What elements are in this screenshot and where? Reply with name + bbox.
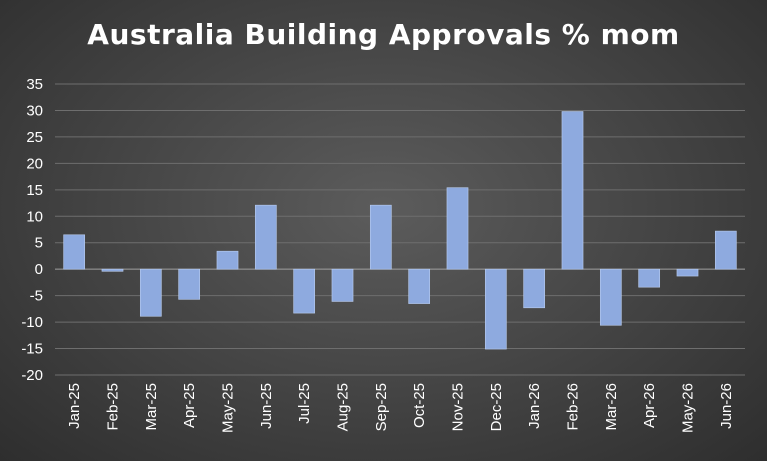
x-tick-label: Jun-26: [718, 383, 735, 429]
y-tick-label: 25: [26, 129, 43, 146]
y-tick-label: -15: [21, 341, 43, 358]
bar-mar-25: [139, 268, 162, 317]
bar-sep-25: [369, 204, 392, 270]
bar-mar-26: [599, 268, 622, 326]
bars: [63, 111, 737, 350]
x-tick-label: Apr-26: [641, 383, 658, 428]
bar-jan-25: [63, 234, 86, 270]
x-tick-label: Feb-26: [565, 383, 582, 431]
bar-feb-26: [561, 111, 584, 270]
x-tick-label: Oct-25: [411, 383, 428, 428]
x-tick-label: Mar-25: [143, 383, 160, 431]
y-tick-label: -20: [21, 367, 43, 384]
x-tick-label: Mar-26: [603, 383, 620, 431]
bar-apr-25: [178, 268, 201, 300]
x-tick-label: Feb-25: [105, 383, 122, 431]
bar-nov-25: [446, 187, 469, 270]
bar-jul-25: [293, 268, 316, 314]
x-tick-label: May-26: [680, 383, 697, 433]
y-axis-ticks: -20 -15 -10 -5 0 5 10 15 20 25 30 35: [21, 76, 43, 384]
bar-may-26: [676, 268, 699, 277]
y-tick-label: 0: [35, 261, 43, 278]
x-tick-label: Nov-25: [450, 383, 467, 431]
y-tick-label: -10: [21, 314, 43, 331]
y-tick-label: -5: [30, 288, 43, 305]
y-tick-label: 35: [26, 76, 43, 93]
bar-feb-25: [101, 268, 124, 272]
bar-apr-26: [638, 268, 661, 288]
x-tick-label: Jan-26: [526, 383, 543, 429]
bar-aug-25: [331, 268, 354, 302]
x-tick-label: Apr-25: [181, 383, 198, 428]
y-tick-label: 15: [26, 182, 43, 199]
x-tick-label: Jul-25: [296, 383, 313, 424]
bar-may-25: [216, 250, 239, 270]
bar-jan-26: [523, 268, 546, 309]
chart-title: Australia Building Approvals % mom: [87, 18, 680, 51]
x-tick-label: Dec-25: [488, 383, 505, 431]
bar-oct-25: [408, 268, 431, 304]
x-tick-label: Aug-25: [335, 383, 352, 431]
x-tick-label: Jan-25: [66, 383, 83, 429]
x-axis-ticks: Jan-25 Feb-25 Mar-25 Apr-25 May-25 Jun-25 Jul-…: [66, 383, 735, 433]
gridlines: [55, 83, 745, 376]
y-tick-label: 10: [26, 208, 43, 225]
y-tick-label: 30: [26, 102, 43, 119]
x-tick-label: May-25: [220, 383, 237, 433]
y-tick-label: 5: [35, 235, 43, 252]
bar-jun-25: [254, 204, 277, 270]
bar-jun-26: [714, 230, 737, 270]
x-tick-label: Jun-25: [258, 383, 275, 429]
bar-dec-25: [484, 268, 507, 350]
x-tick-label: Sep-25: [373, 383, 390, 431]
y-tick-label: 20: [26, 155, 43, 172]
